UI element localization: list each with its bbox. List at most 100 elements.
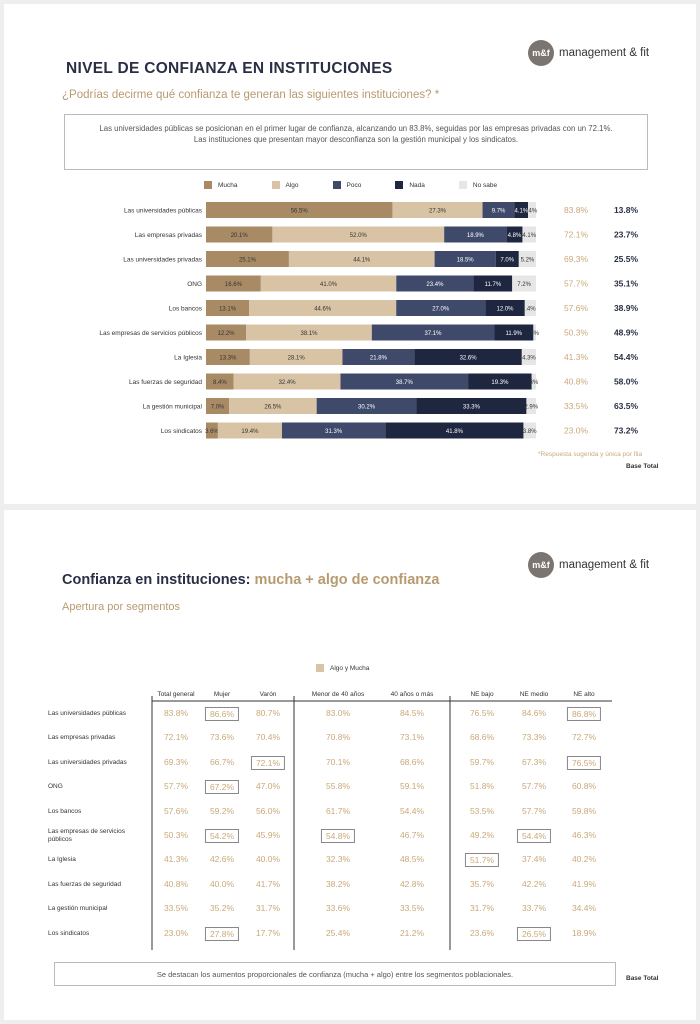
table-cell: 33.7%: [521, 903, 547, 914]
bar-label-no-sabe: 8%: [530, 331, 539, 337]
bar-segment-poco: [434, 251, 496, 267]
column-header-ne-medio: NE medio: [519, 691, 549, 698]
table-cell: 37.4%: [521, 854, 547, 865]
table-cell: 23.6%: [469, 927, 495, 938]
bar-label-poco: 37.1%: [424, 331, 442, 337]
bar-segment-algo: [249, 300, 397, 316]
table-cell: 54.4%: [399, 805, 425, 816]
base-label: Base Total: [626, 463, 659, 470]
table-cell: 72.7%: [571, 732, 597, 743]
table-cell: 51.7%: [464, 853, 500, 868]
bar-label-nada: 41.8%: [446, 429, 464, 435]
footer-note: Se destacan los aumentos proporcionales …: [156, 969, 514, 979]
bar-label-nada: 19.3%: [491, 380, 509, 386]
negative-total: 58.0%: [614, 377, 639, 387]
category-label: La Iglesia: [174, 355, 202, 362]
bar-segment-algo: [246, 324, 372, 341]
bar-segment-poco: [316, 398, 417, 414]
table-cell: 41.9%: [571, 878, 597, 889]
bar-label-nada: 12.0%: [497, 306, 515, 312]
table-cell: 26.5%: [516, 926, 552, 941]
table-cell: 18.9%: [571, 927, 597, 938]
legend-swatch: [395, 181, 404, 189]
slide1-title: NIVEL DE CONFIANZA EN INSTITUCIONES: [66, 60, 393, 77]
bar-segment-algo: [272, 226, 445, 243]
negative-total: 35.1%: [614, 279, 639, 289]
bar-segment-nada: [416, 398, 527, 414]
positive-total: 33.5%: [564, 401, 589, 411]
table-cell: 66.7%: [209, 756, 235, 767]
bar-label-poco: 9.7%: [492, 208, 506, 214]
table-cell: 84.6%: [521, 708, 547, 718]
brand-name: management & fit: [559, 47, 650, 59]
bar-label-nada: 11.7%: [485, 282, 502, 288]
positive-total: 40.8%: [564, 377, 589, 387]
brand-badge: m&f: [528, 40, 554, 66]
bar-label-algo: 19.4%: [241, 429, 259, 435]
table-cell: 59.1%: [399, 781, 425, 792]
bar-label-poco: 27.0%: [432, 306, 450, 312]
category-label: Las empresas privadas: [135, 232, 203, 239]
legend-swatch: [458, 181, 467, 189]
table-cell: 69.3%: [163, 756, 189, 767]
bar-label-no-sabe: 3.8%: [523, 429, 537, 435]
bar-segment-no-sabe: [512, 275, 536, 292]
bar-segment-no-sabe: [524, 300, 536, 316]
bar-label-algo: 44.1%: [353, 257, 371, 263]
bar-segment-algo: [217, 422, 282, 439]
category-label: Las universidades públicas: [124, 208, 203, 215]
table-cell: 57.7%: [521, 781, 547, 792]
bar-label-algo: 27.3%: [429, 208, 447, 214]
bar-label-mucha: 12.2%: [218, 331, 236, 337]
bar-label-mucha: 13.3%: [219, 355, 237, 361]
footnote: *Respuesta sugerida y única por fila: [538, 451, 643, 458]
legend-item-nada: Nada: [395, 181, 425, 189]
bar-segment-nada: [494, 324, 534, 341]
table-cell: 17.7%: [255, 927, 281, 938]
table-cell: 76.5%: [469, 708, 495, 718]
negative-total: 13.8%: [614, 205, 639, 215]
slide2-subtitle: Apertura por segmentos: [62, 601, 181, 613]
table-cell: 54.8%: [320, 829, 356, 843]
bar-label-poco: 30.2%: [358, 404, 376, 410]
table-cell: 70.1%: [325, 756, 351, 767]
table-cell: 67.3%: [521, 756, 547, 767]
brand-badge: m&f: [528, 552, 554, 578]
bar-segment-nada: [514, 202, 529, 218]
positive-total: 41.3%: [564, 352, 589, 362]
category-label: Las fuerzas de seguridad: [129, 379, 202, 386]
table-cell: 41.3%: [163, 854, 189, 865]
negative-total: 63.5%: [614, 401, 639, 411]
bar-segment-mucha: [206, 324, 247, 341]
bar-segment-poco: [444, 226, 507, 243]
table-cell: 40.8%: [163, 878, 189, 889]
row-label: Las empresas privadas: [48, 734, 116, 742]
bar-segment-poco: [482, 202, 515, 218]
bar-label-mucha: 16.6%: [225, 282, 243, 288]
category-label: Las universidades privadas: [123, 257, 203, 264]
chart-legend: Mucha Algo Poco Nada No sabe: [204, 181, 531, 189]
bar-segment-poco: [396, 275, 474, 292]
table-cell: 33.6%: [325, 903, 351, 914]
table-cell: 54.4%: [516, 829, 552, 843]
positive-total: 72.1%: [564, 230, 589, 240]
bar-label-mucha: 25.1%: [239, 257, 257, 263]
bar-segment-poco: [371, 324, 495, 341]
bar-label-no-sabe: 4.3%: [522, 355, 536, 361]
table-cell: 59.2%: [209, 805, 235, 816]
bar-label-no-sabe: 4.1%: [522, 233, 536, 239]
bar-segment-mucha: [206, 373, 234, 390]
row-label: Las fuerzas de seguridad: [48, 880, 121, 888]
bar-segment-poco: [281, 422, 386, 439]
table-cell: 68.6%: [399, 756, 425, 767]
legend-label: Poco: [346, 181, 362, 189]
legend-label: Mucha: [218, 181, 238, 189]
negative-total: 23.7%: [614, 230, 639, 240]
bar-segment-algo: [392, 202, 483, 218]
bar-segment-no-sabe: [521, 349, 536, 365]
table-cell: 55.8%: [325, 781, 351, 792]
bar-label-nada: 4.1%: [514, 208, 528, 214]
brand-name: management & fit: [559, 559, 650, 571]
stacked-bar-chart: Las universidades públicas 56.5% 27.3% 9.7%…: [99, 202, 639, 439]
positive-total: 23.0%: [564, 426, 589, 436]
